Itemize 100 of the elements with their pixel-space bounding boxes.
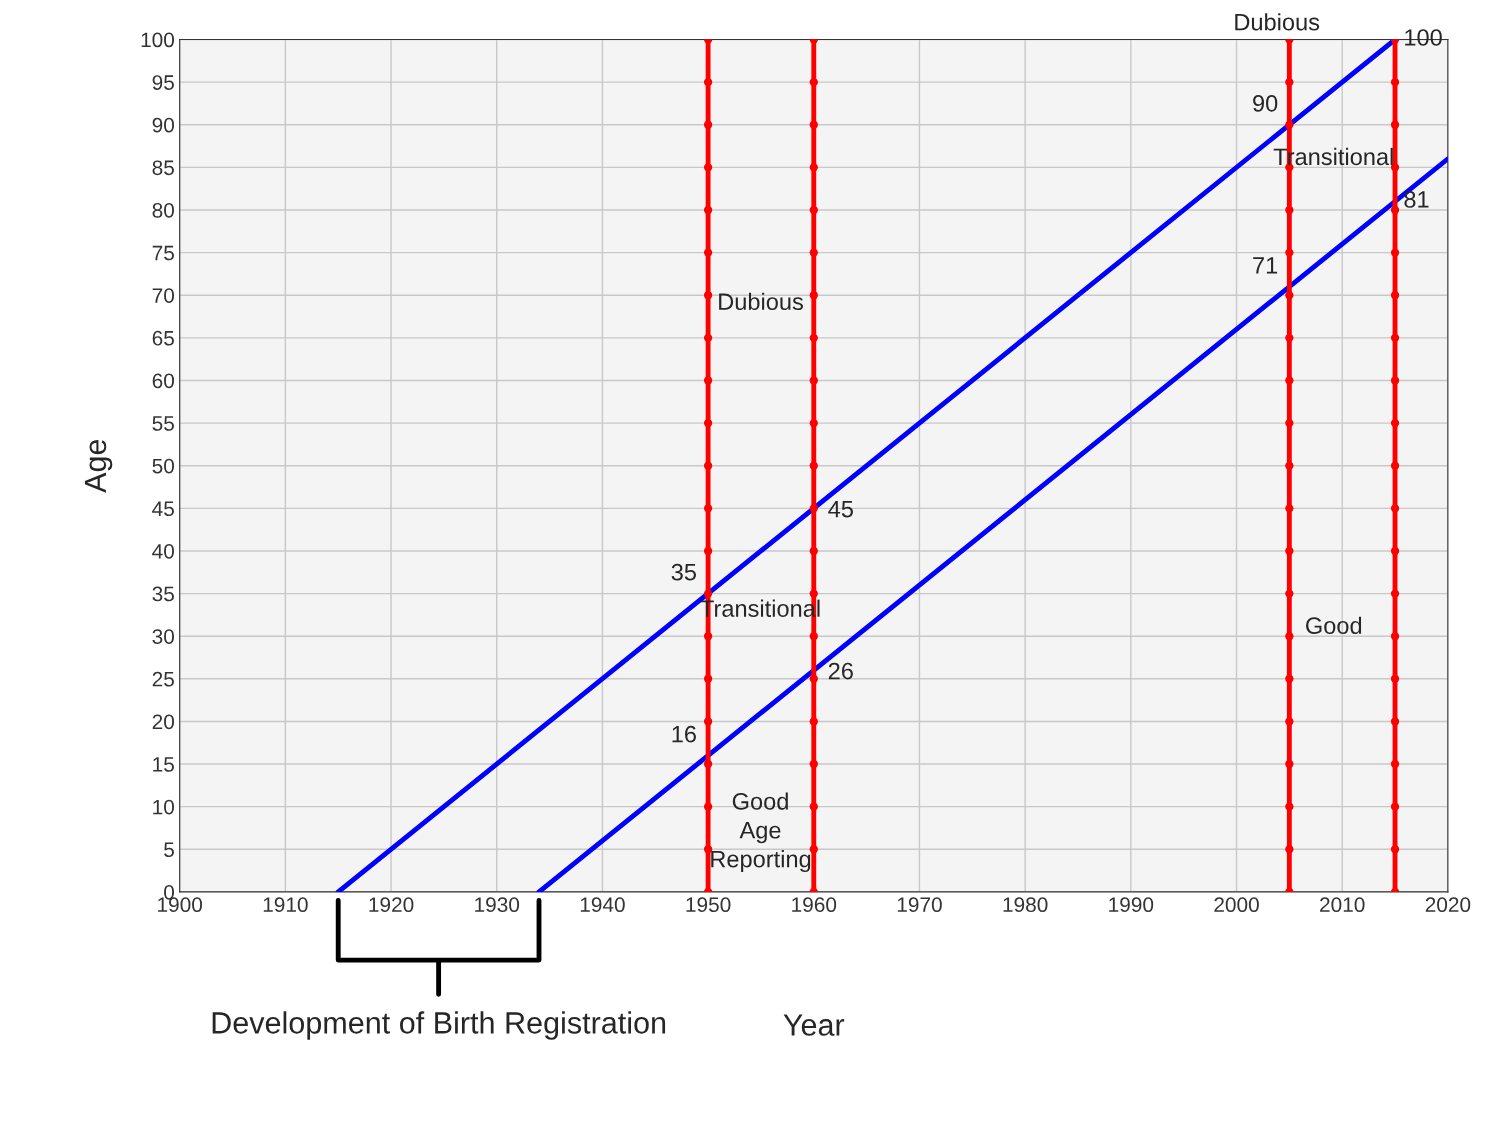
x-tick-label: 1950 [686,897,731,913]
point [703,717,713,726]
point [1285,759,1294,769]
point [1285,376,1294,385]
y-tick-label: 60 [152,373,175,389]
point [1390,674,1400,683]
point [703,546,713,556]
annotation: 90 [1253,95,1278,112]
point [703,418,713,428]
point [703,632,713,641]
y-tick-label: 70 [152,288,175,303]
point [1285,632,1294,641]
point [809,546,818,556]
point [703,759,713,769]
annotation: Dubious [719,292,803,311]
point [809,845,818,854]
annotation: 71 [1253,257,1278,274]
y-tick-label: 15 [153,757,174,772]
point [1390,546,1400,556]
point [809,461,818,470]
point [1285,120,1294,129]
y-tick-label: 55 [152,416,174,431]
point [703,120,713,129]
point [703,376,713,385]
x-tick-label: 1990 [1109,897,1154,913]
point [1285,674,1294,683]
annotation: 16 [672,725,696,743]
point [1285,845,1294,854]
point [809,674,818,683]
point [703,461,713,470]
y-tick-label: 80 [152,203,175,218]
annotation: Good Age Reporting [711,792,811,873]
point [1390,717,1400,726]
y-tick-label: 45 [152,501,174,517]
point [703,845,713,854]
point [1390,376,1400,385]
x-tick-label: 2000 [1214,897,1259,913]
point [809,802,818,811]
point [1285,205,1294,215]
y-tick-label: 65 [152,330,174,346]
point [809,589,818,598]
point [809,205,818,215]
point [809,759,818,769]
point [1285,461,1294,470]
point [703,248,713,257]
x-tick-label: 1920 [369,897,414,913]
point [1285,717,1294,726]
point [703,802,713,811]
y-tick-label: 75 [152,245,174,261]
point [703,163,713,172]
point [1390,845,1400,854]
x-tick-label: 1960 [792,897,837,913]
x-tick-label: 1980 [1003,897,1048,913]
point [1390,802,1400,811]
point [1390,418,1400,428]
point [809,120,818,129]
point [1390,504,1400,513]
x-tick-label: 2020 [1425,897,1471,913]
point [703,504,713,513]
point [703,674,713,683]
point [1285,504,1294,513]
point [1390,759,1400,769]
point [1390,205,1400,215]
point [1390,248,1400,257]
point [703,291,713,300]
point [703,589,713,598]
y-tick-label: 30 [152,629,175,644]
point [1390,77,1400,87]
y-tick-label: 50 [152,458,175,474]
y-tick-label: 100 [141,32,175,48]
point [809,333,818,343]
x-tick-label: 1910 [263,897,308,913]
y-tick-label: 90 [152,117,175,133]
y-tick-label: 10 [153,799,175,815]
point [809,717,818,726]
point [809,77,818,87]
annotation: 35 [671,563,696,581]
x-tick-label: 1970 [897,897,942,913]
x-axis-title: Year [783,1014,845,1036]
point [1390,291,1400,300]
point [1285,77,1294,87]
point [1285,418,1294,428]
point [1285,589,1294,598]
x-tick-label: 1930 [475,897,520,913]
x-tick-label: 2010 [1320,897,1365,913]
point [809,632,818,641]
point [1285,802,1294,811]
point [809,291,818,300]
point [809,163,818,172]
y-tick-label: 95 [152,75,174,90]
point [1390,589,1400,598]
x-tick-label: 1940 [580,897,625,913]
text: Dubious [1235,13,1320,31]
point [1285,248,1294,257]
point [703,205,713,215]
y-tick-label: 20 [152,714,175,730]
point [703,77,713,87]
y-tick-label: 25 [152,671,174,687]
point [1390,461,1400,470]
annotation: 81 [1404,191,1429,208]
